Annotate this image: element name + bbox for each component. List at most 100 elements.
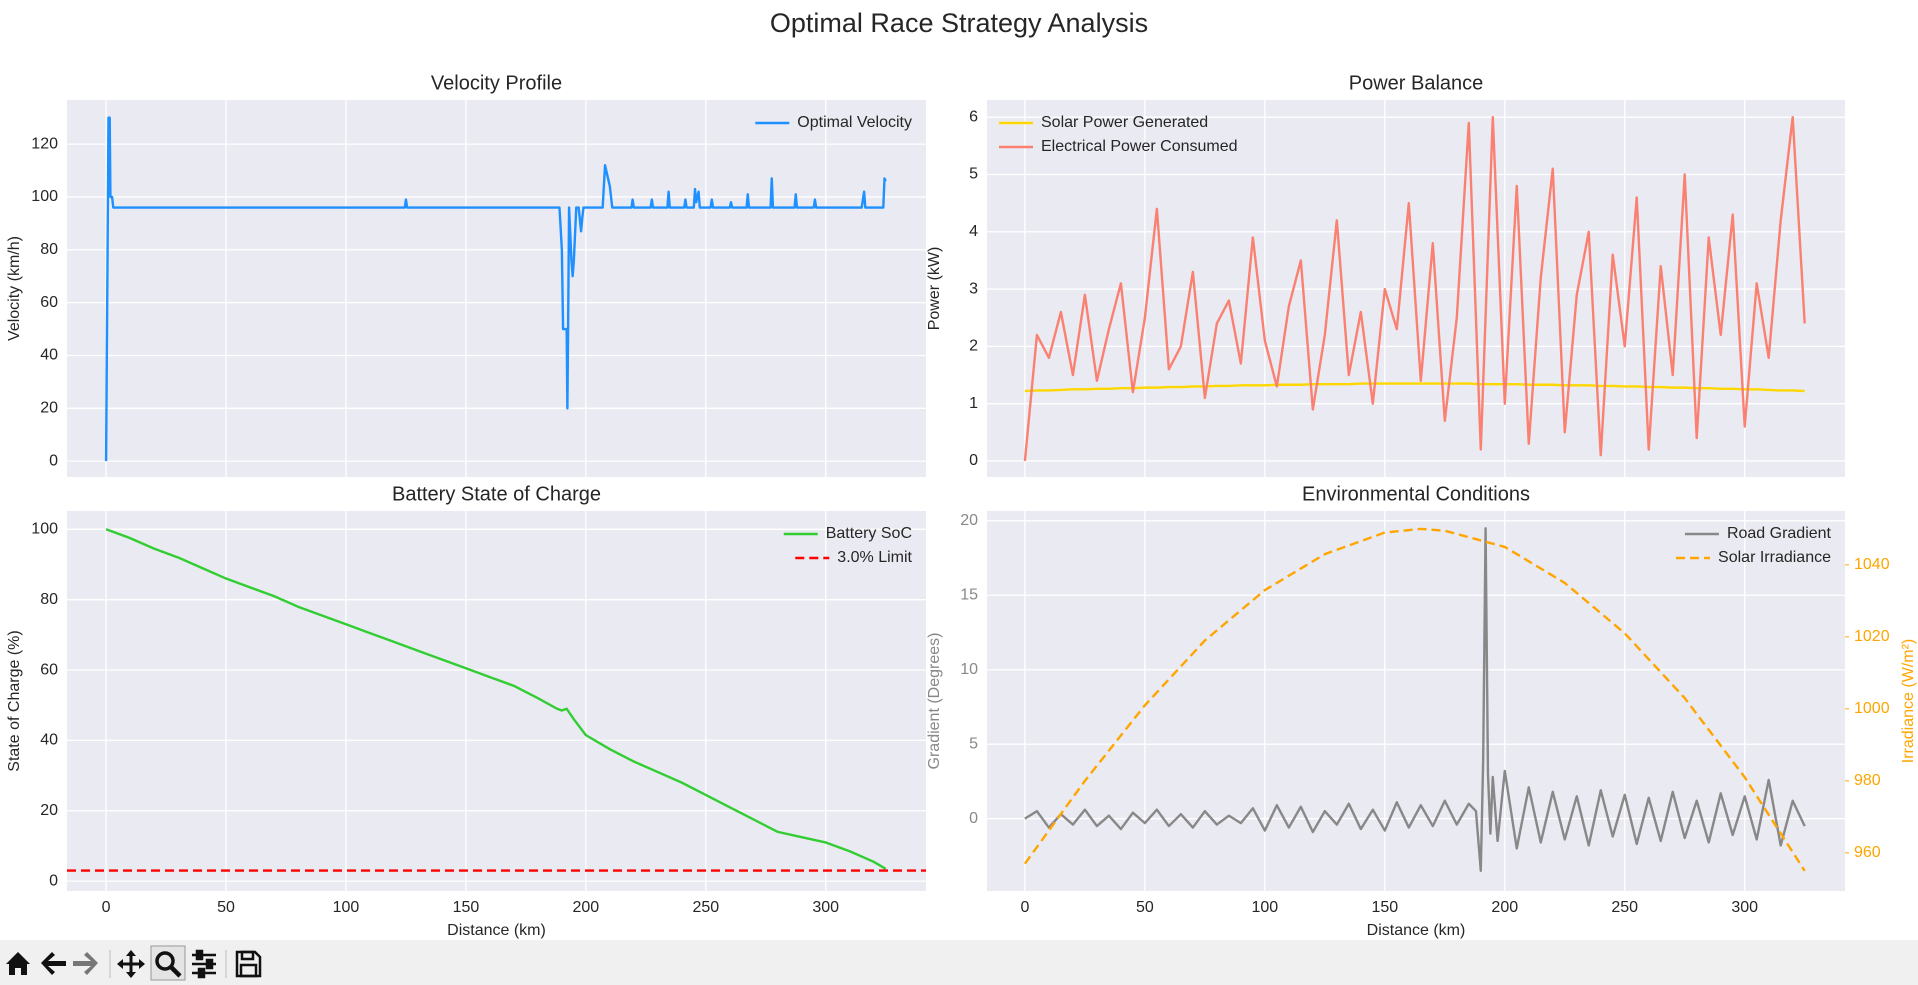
data-line: [1024, 527, 1806, 872]
x-tick-label: 300: [812, 899, 839, 916]
y-tick-label: 2: [969, 338, 978, 355]
y-tick-label: 10: [960, 661, 978, 678]
plot-area: [104, 116, 887, 462]
data-line: [105, 528, 887, 870]
back-button[interactable]: [41, 952, 66, 975]
legend-label: Battery SoC: [826, 525, 912, 542]
back-icon: [41, 952, 66, 975]
pan-icon: [117, 950, 145, 978]
x-tick-label: 150: [1371, 899, 1398, 916]
subplot-title: Environmental Conditions: [1302, 483, 1530, 505]
x-tick-label: 50: [217, 899, 235, 916]
y-tick-label: 0: [49, 872, 58, 889]
legend: Battery SoC 3.0% Limit: [783, 525, 913, 566]
y-tick-label: 20: [40, 802, 58, 819]
y-tick-label: 60: [40, 294, 58, 311]
y-axis-label: Gradient (Degrees): [926, 633, 943, 770]
data-line: [1023, 115, 1806, 462]
x-axis-label: Distance (km): [447, 922, 546, 939]
y-tick-label: 40: [40, 347, 58, 364]
plot-area: [1023, 115, 1806, 462]
zoom-button[interactable]: [150, 945, 186, 981]
y-tick-label: 15: [960, 586, 978, 603]
toolbar: [0, 940, 1918, 985]
configure-button[interactable]: [192, 949, 216, 979]
y-tick-label: 20: [960, 512, 978, 529]
axes-background: [67, 100, 926, 477]
axes-background: [67, 511, 926, 891]
legend: Solar Power Generated Electrical Power Co…: [999, 114, 1238, 155]
y-axis-label: Velocity (km/h): [6, 236, 23, 341]
y-tick-label: 80: [40, 241, 58, 258]
y-tick-label: 120: [31, 135, 58, 152]
y2-axis-label: Irradiance (W/m²): [1900, 639, 1917, 763]
home-icon: [6, 952, 30, 975]
y-tick-label: 0: [969, 810, 978, 827]
y-axis-label: Power (kW): [926, 247, 943, 331]
legend-label: 3.0% Limit: [837, 549, 912, 566]
y-tick-label: 6: [969, 108, 978, 125]
save-icon: [239, 963, 258, 978]
y2-tick-label: 1040: [1854, 556, 1890, 573]
legend-label: Electrical Power Consumed: [1041, 138, 1238, 155]
y-tick-label: 100: [31, 188, 58, 205]
y-tick-label: 100: [31, 521, 58, 538]
forward-button[interactable]: [73, 952, 98, 975]
y-tick-label: 20: [40, 400, 58, 417]
save-button[interactable]: [235, 950, 262, 978]
x-tick-label: 250: [692, 899, 719, 916]
zoom-icon: [169, 965, 182, 978]
data-line: [104, 116, 887, 462]
x-tick-label: 200: [1491, 899, 1518, 916]
subplot-title: Power Balance: [1349, 72, 1484, 94]
plot-area: [67, 528, 926, 872]
save-icon: [240, 950, 255, 961]
y-tick-label: 5: [969, 166, 978, 183]
x-tick-label: 100: [1251, 899, 1278, 916]
x-axis-label: Distance (km): [1367, 922, 1466, 939]
y-tick-label: 40: [40, 732, 58, 749]
legend-label: Solar Irradiance: [1718, 549, 1831, 566]
legend-label: Optimal Velocity: [797, 114, 912, 131]
y-tick-label: 0: [969, 452, 978, 469]
data-line: [1024, 382, 1805, 393]
plot-area: [1023, 527, 1806, 872]
home-button[interactable]: [6, 952, 30, 975]
y-axis-label: State of Charge (%): [6, 630, 23, 771]
x-tick-label: 50: [1136, 899, 1154, 916]
y2-tick-label: 1020: [1854, 628, 1890, 645]
x-tick-label: 250: [1611, 899, 1638, 916]
y-tick-label: 5: [969, 735, 978, 752]
y-tick-label: 0: [49, 452, 58, 469]
data-line: [1023, 527, 1806, 872]
y-tick-label: 4: [969, 223, 978, 240]
y2-tick-label: 1000: [1854, 700, 1890, 717]
subplot-title: Velocity Profile: [431, 72, 562, 94]
x-tick-label: 150: [453, 899, 480, 916]
configure-icon: [195, 949, 204, 961]
configure-icon: [205, 958, 214, 970]
legend-label: Solar Power Generated: [1041, 114, 1208, 131]
x-tick-label: 200: [573, 899, 600, 916]
axes-background: [987, 511, 1845, 891]
legend: Road Gradient Solar Irradiance: [1676, 525, 1832, 566]
y2-tick-label: 960: [1854, 844, 1881, 861]
y2-tick-label: 980: [1854, 772, 1881, 789]
y-tick-label: 1: [969, 395, 978, 412]
legend: Optimal Velocity: [755, 114, 912, 131]
pan-button[interactable]: [117, 950, 145, 978]
toolbar-background: [0, 940, 1918, 985]
y-tick-label: 3: [969, 280, 978, 297]
forward-icon: [73, 952, 98, 975]
x-tick-label: 0: [1020, 899, 1029, 916]
y-tick-label: 60: [40, 661, 58, 678]
legend-label: Road Gradient: [1727, 525, 1832, 542]
y-tick-label: 80: [40, 591, 58, 608]
subplot-title: Battery State of Charge: [392, 483, 601, 505]
x-tick-label: 0: [102, 899, 111, 916]
configure-icon: [197, 967, 206, 979]
figure-title: Optimal Race Strategy Analysis: [770, 8, 1148, 38]
x-tick-label: 300: [1731, 899, 1758, 916]
